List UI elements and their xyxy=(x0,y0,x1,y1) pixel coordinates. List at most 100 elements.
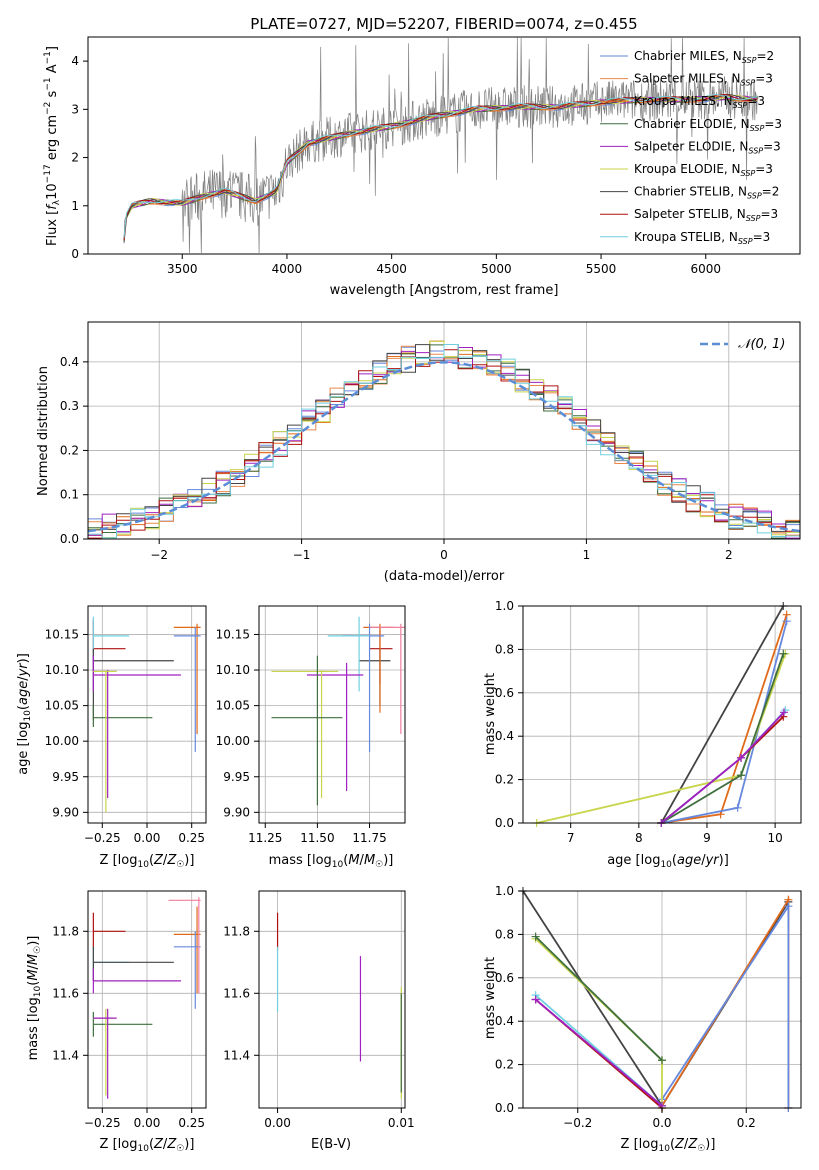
ytick-label: 0.2 xyxy=(495,1058,514,1072)
xtick-label: 11.75 xyxy=(352,831,386,845)
weight-line xyxy=(661,620,788,824)
spectrum-ytick-label: 3 xyxy=(71,102,79,116)
legend-label: Chabrier STELIB, NSSP=2 xyxy=(634,185,779,201)
observed-spectrum xyxy=(123,36,759,255)
weight-line xyxy=(660,605,785,824)
histogram-xtick-label: 0 xyxy=(440,548,448,562)
spectrum-xlabel: wavelength [Angstrom, rest frame] xyxy=(330,283,559,298)
histogram-ytick-label: 0.2 xyxy=(60,443,79,457)
weight-line xyxy=(535,998,663,1107)
ytick-label: 10.05 xyxy=(216,699,250,713)
ytick-label: 11.4 xyxy=(223,1048,250,1062)
xtick-label: 0.25 xyxy=(178,1116,205,1130)
histogram-ytick-label: 0.4 xyxy=(60,355,79,369)
histogram-ytick-label: 0.0 xyxy=(60,532,79,546)
mass-vs-Z-panel: −0.25 0.00 0.25 11.4 11.6 11.8 xyxy=(52,890,207,1130)
xtick-label: 11.25 xyxy=(248,831,282,845)
plus-marker xyxy=(531,932,540,941)
plus-marker xyxy=(779,649,788,658)
weight-vs-age-panel: 7 8 9 10 0.0 0.2 0.4 0.6 0.8 1.0 xyxy=(495,599,802,845)
residual-histogram-panel: −2 −1 0 1 2 0.0 0.1 0.2 0.3 0.4 (data-model)/erro… xyxy=(36,321,801,584)
xtick-label: 0.00 xyxy=(134,1116,161,1130)
spectrum-xtick-label: 4500 xyxy=(376,262,407,276)
weight-z-xlabel: Z [log10(Z/Z☉)] xyxy=(621,1137,716,1154)
ytick-label: 0.8 xyxy=(495,927,514,941)
spectrum-title: PLATE=0727, MJD=52207, FIBERID=0074, z=0… xyxy=(250,15,637,33)
spectrum-xtick-label: 4000 xyxy=(272,262,303,276)
plus-marker xyxy=(733,803,742,812)
ytick-label: 1.0 xyxy=(495,599,514,613)
ytick-label: 11.8 xyxy=(52,924,79,938)
xtick-label: 0.01 xyxy=(388,1116,415,1130)
plus-marker xyxy=(737,753,746,762)
legend-label: Salpeter ELODIE, NSSP=3 xyxy=(634,139,781,155)
ytick-label: 0.6 xyxy=(495,686,514,700)
ytick-label: 9.95 xyxy=(52,770,79,784)
age-vs-mass-panel: 11.25 11.50 11.75 9.90 9.95 10.00 10.05 10.10 10… xyxy=(216,605,406,845)
mass-z-xlabel: Z [log10(Z/Z☉)] xyxy=(100,1137,195,1154)
plus-marker xyxy=(531,995,540,1004)
weight-line xyxy=(661,903,790,1108)
panel-frame xyxy=(522,605,802,824)
model-spectrum-line xyxy=(123,94,758,238)
age-vs-Z-panel: −0.25 0.00 0.25 9.90 9.95 10.00 10.05 10.10 10.1… xyxy=(45,605,207,845)
legend-label: Kroupa MILES, NSSP=3 xyxy=(634,94,765,110)
age-mass-xlabel: mass [log10(M/M☉)] xyxy=(269,853,394,870)
panel-frame xyxy=(258,605,406,824)
ytick-label: 10.15 xyxy=(216,627,250,641)
weight-line xyxy=(536,653,787,824)
parameter-panels: −0.25 0.00 0.25 9.90 9.95 10.00 10.05 10.10 10.1… xyxy=(45,599,802,1130)
spectrum-xtick-label: 6000 xyxy=(690,262,721,276)
xtick-label: 0.00 xyxy=(264,1116,291,1130)
ytick-label: 9.95 xyxy=(223,770,250,784)
histogram-xtick-label: −2 xyxy=(150,548,168,562)
xtick-label: 0.25 xyxy=(178,831,205,845)
ytick-label: 0.4 xyxy=(495,1014,514,1028)
histogram-ylabel: Normed distribution xyxy=(36,366,51,496)
ytick-label: 0.8 xyxy=(495,642,514,656)
ytick-label: 10.10 xyxy=(216,663,250,677)
legend-label: Kroupa ELODIE, NSSP=3 xyxy=(634,162,773,178)
xtick-label: 10 xyxy=(767,831,782,845)
weight-age-ylabel: mass weight xyxy=(483,673,498,755)
ytick-label: 9.90 xyxy=(52,805,79,819)
ytick-label: 11.4 xyxy=(52,1048,79,1062)
xtick-label: −0.25 xyxy=(84,1116,121,1130)
spectrum-xtick-label: 5500 xyxy=(586,262,617,276)
spectrum-xtick-label: 3500 xyxy=(167,262,198,276)
xtick-label: −0.25 xyxy=(84,831,121,845)
gaussian-curve xyxy=(87,361,801,533)
histogram-xtick-label: 1 xyxy=(583,548,591,562)
ytick-label: 0.2 xyxy=(495,773,514,787)
spectrum-ytick-label: 2 xyxy=(71,151,79,165)
plus-marker xyxy=(658,1056,666,1065)
ytick-label: 0.6 xyxy=(495,971,514,985)
legend-label: Chabrier ELODIE, NSSP=3 xyxy=(634,117,782,133)
histogram-xtick-label: 2 xyxy=(725,548,733,562)
age-z-ylabel: age [log10(age/yr)] xyxy=(16,653,33,775)
weight-age-xlabel: age [log10(age/yr)] xyxy=(607,853,729,870)
histogram-step xyxy=(87,344,800,539)
xtick-label: 0.0 xyxy=(652,1116,671,1130)
weight-line xyxy=(534,935,663,1061)
mass-vs-EBV-panel: 0.00 0.01 11.4 11.6 11.8 xyxy=(223,890,415,1130)
plus-marker xyxy=(782,617,791,626)
histogram-ytick-label: 0.1 xyxy=(60,488,79,502)
histogram-ytick-label: 0.3 xyxy=(60,399,79,413)
ytick-label: 0.0 xyxy=(495,1101,514,1115)
histogram-xlabel: (data-model)/error xyxy=(384,569,505,584)
legend-label: Kroupa STELIB, NSSP=3 xyxy=(634,230,770,246)
plus-marker xyxy=(784,902,793,911)
spectrum-ytick-label: 1 xyxy=(71,199,79,213)
ytick-label: 0.0 xyxy=(495,816,514,830)
spectrum-frame xyxy=(87,36,801,255)
ytick-label: 11.6 xyxy=(223,986,250,1000)
age-z-xlabel: Z [log10(Z/Z☉)] xyxy=(100,853,195,870)
ytick-label: 10.05 xyxy=(45,699,79,713)
spectrum-panel: PLATE=0727, MJD=52207, FIBERID=0074, z=0… xyxy=(43,15,801,298)
xtick-label: 11.50 xyxy=(300,831,334,845)
ytick-label: 11.8 xyxy=(223,924,250,938)
weight-z-ylabel: mass weight xyxy=(483,957,498,1039)
ytick-label: 0.4 xyxy=(495,729,514,743)
